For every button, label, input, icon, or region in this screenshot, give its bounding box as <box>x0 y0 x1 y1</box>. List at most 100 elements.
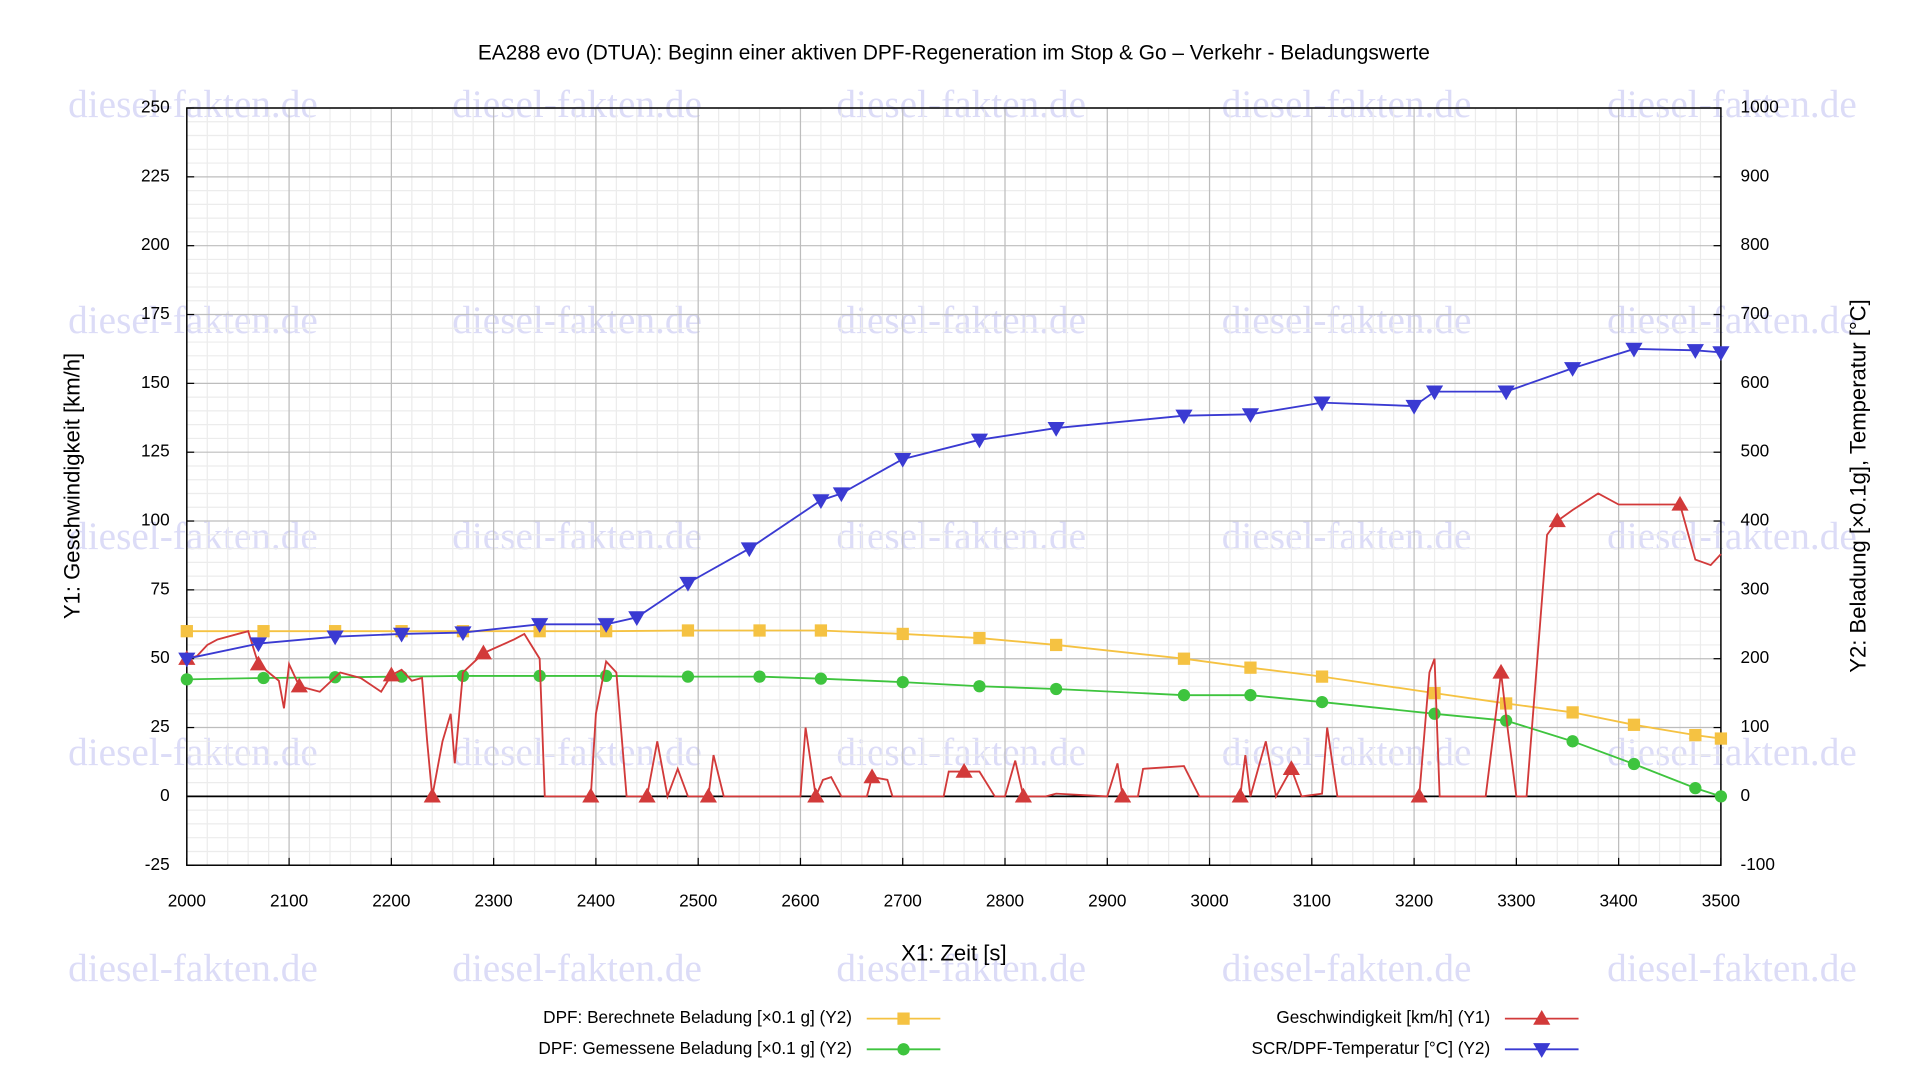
marker <box>326 630 344 646</box>
y-tick-label: 225 <box>141 165 170 185</box>
watermark: diesel-fakten.de <box>1607 299 1857 342</box>
marker <box>1497 385 1515 401</box>
watermark: diesel-fakten.de <box>1607 83 1857 126</box>
watermark: diesel-fakten.de <box>836 83 1086 126</box>
marker <box>1050 638 1063 652</box>
watermark: diesel-fakten.de <box>836 299 1086 342</box>
y-tick-label: 25 <box>151 716 170 736</box>
marker <box>1177 652 1191 665</box>
x-tick-label: 2300 <box>475 891 513 911</box>
marker <box>1564 362 1582 377</box>
marker <box>249 637 267 653</box>
y2-tick-label: 100 <box>1741 716 1770 736</box>
marker <box>807 787 825 803</box>
watermark: diesel-fakten.de <box>1222 947 1472 990</box>
x-tick-label: 3100 <box>1293 891 1331 911</box>
marker <box>1627 757 1641 771</box>
marker <box>1686 344 1704 359</box>
marker <box>863 768 881 784</box>
y-tick-label: 0 <box>160 785 170 805</box>
x-tick-label: 2200 <box>372 891 410 911</box>
marker <box>973 680 986 693</box>
legend-label: DPF: Gemessene Beladung [×0.1 g] (Y2) <box>538 1038 852 1058</box>
marker <box>1627 718 1641 731</box>
y2-tick-label: 800 <box>1741 234 1770 254</box>
marker <box>178 652 196 668</box>
series-line <box>186 675 1722 798</box>
marker <box>382 666 400 682</box>
marker <box>740 542 758 558</box>
x-tick-label: 3400 <box>1600 891 1638 911</box>
marker <box>1500 697 1513 710</box>
marker <box>180 673 193 686</box>
watermark: diesel-fakten.de <box>836 731 1086 774</box>
x-tick-label: 2500 <box>679 891 717 911</box>
marker <box>638 787 656 803</box>
y-axis-label: Y1: Geschwindigkeit [km/h] <box>60 353 85 619</box>
legend-label: SCR/DPF-Temperatur [°C] (Y2) <box>1251 1038 1490 1058</box>
x-tick-label: 3500 <box>1702 891 1740 911</box>
watermark: diesel-fakten.de <box>68 947 318 990</box>
marker <box>1428 686 1441 700</box>
marker <box>1244 689 1257 702</box>
marker <box>1689 781 1702 795</box>
marker <box>1428 707 1441 720</box>
marker <box>257 625 270 638</box>
y2-axis-label: Y2: Beladung [×0.1g], Temperatur [°C] <box>1845 299 1870 673</box>
y2-tick-label: -100 <box>1741 854 1775 874</box>
y-tick-label: 150 <box>141 372 170 392</box>
watermark: diesel-fakten.de <box>1222 83 1472 126</box>
y-tick-label: -25 <box>145 854 170 874</box>
marker <box>814 672 828 685</box>
y2-tick-label: 500 <box>1741 441 1770 461</box>
marker <box>1566 735 1579 748</box>
y2-tick-label: 900 <box>1741 165 1770 185</box>
marker <box>1714 732 1728 745</box>
marker <box>896 675 909 689</box>
marker <box>1425 385 1444 401</box>
marker <box>582 787 600 803</box>
y-tick-label: 175 <box>141 303 170 323</box>
marker <box>1114 787 1132 803</box>
marker <box>1313 396 1331 412</box>
watermark: diesel-fakten.de <box>68 731 318 774</box>
marker <box>1405 399 1423 415</box>
x-tick-label: 3200 <box>1395 891 1433 911</box>
x-tick-label: 2700 <box>884 891 922 911</box>
marker <box>1282 760 1300 775</box>
marker <box>1315 695 1329 709</box>
y-tick-label: 50 <box>151 647 170 667</box>
marker <box>955 763 973 778</box>
marker <box>894 452 912 468</box>
marker <box>1231 787 1249 803</box>
x-tick-label: 2100 <box>270 891 308 911</box>
marker <box>531 618 549 633</box>
x-tick-label: 3300 <box>1497 891 1535 911</box>
plot-frame <box>186 107 1722 866</box>
marker <box>1689 728 1702 742</box>
marker <box>1671 495 1689 511</box>
y-tick-label: 200 <box>141 234 170 254</box>
marker <box>1712 346 1730 361</box>
marker <box>832 487 850 503</box>
marker <box>597 618 615 633</box>
watermark: diesel-fakten.de <box>1222 299 1472 342</box>
marker <box>1533 1043 1551 1058</box>
series-line <box>186 629 1722 740</box>
y2-tick-label: 1000 <box>1741 97 1779 117</box>
marker <box>423 787 441 803</box>
marker <box>896 627 909 641</box>
marker <box>699 787 717 803</box>
marker <box>1047 421 1065 437</box>
x-axis-label: X1: Zeit [s] <box>901 941 1007 966</box>
marker <box>1175 409 1193 425</box>
marker <box>628 611 646 626</box>
y2-tick-label: 700 <box>1741 303 1770 323</box>
marker <box>681 670 695 683</box>
y2-tick-label: 0 <box>1741 785 1751 805</box>
legend-label: DPF: Berechnete Beladung [×0.1 g] (Y2) <box>543 1007 852 1027</box>
marker <box>1625 342 1643 358</box>
marker <box>290 677 308 693</box>
marker <box>1315 670 1329 683</box>
marker <box>681 624 695 637</box>
